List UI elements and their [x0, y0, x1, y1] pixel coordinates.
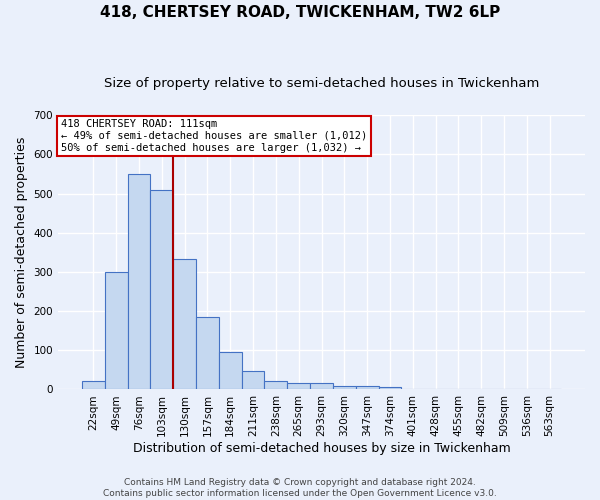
- Bar: [310, 383, 333, 390]
- Title: Size of property relative to semi-detached houses in Twickenham: Size of property relative to semi-detach…: [104, 78, 539, 90]
- Bar: [82, 381, 105, 390]
- Bar: [242, 370, 265, 390]
- Bar: [379, 388, 401, 390]
- Y-axis label: Number of semi-detached properties: Number of semi-detached properties: [15, 136, 28, 368]
- Text: 418 CHERTSEY ROAD: 111sqm
← 49% of semi-detached houses are smaller (1,012)
50% : 418 CHERTSEY ROAD: 111sqm ← 49% of semi-…: [61, 120, 367, 152]
- Bar: [105, 272, 128, 390]
- Text: Contains HM Land Registry data © Crown copyright and database right 2024.
Contai: Contains HM Land Registry data © Crown c…: [103, 478, 497, 498]
- Bar: [333, 386, 356, 390]
- Bar: [128, 174, 151, 390]
- Bar: [196, 317, 219, 390]
- X-axis label: Distribution of semi-detached houses by size in Twickenham: Distribution of semi-detached houses by …: [133, 442, 511, 455]
- Bar: [173, 259, 196, 390]
- Bar: [265, 381, 287, 390]
- Bar: [287, 383, 310, 390]
- Bar: [356, 386, 379, 390]
- Bar: [151, 190, 173, 390]
- Text: 418, CHERTSEY ROAD, TWICKENHAM, TW2 6LP: 418, CHERTSEY ROAD, TWICKENHAM, TW2 6LP: [100, 5, 500, 20]
- Bar: [219, 352, 242, 390]
